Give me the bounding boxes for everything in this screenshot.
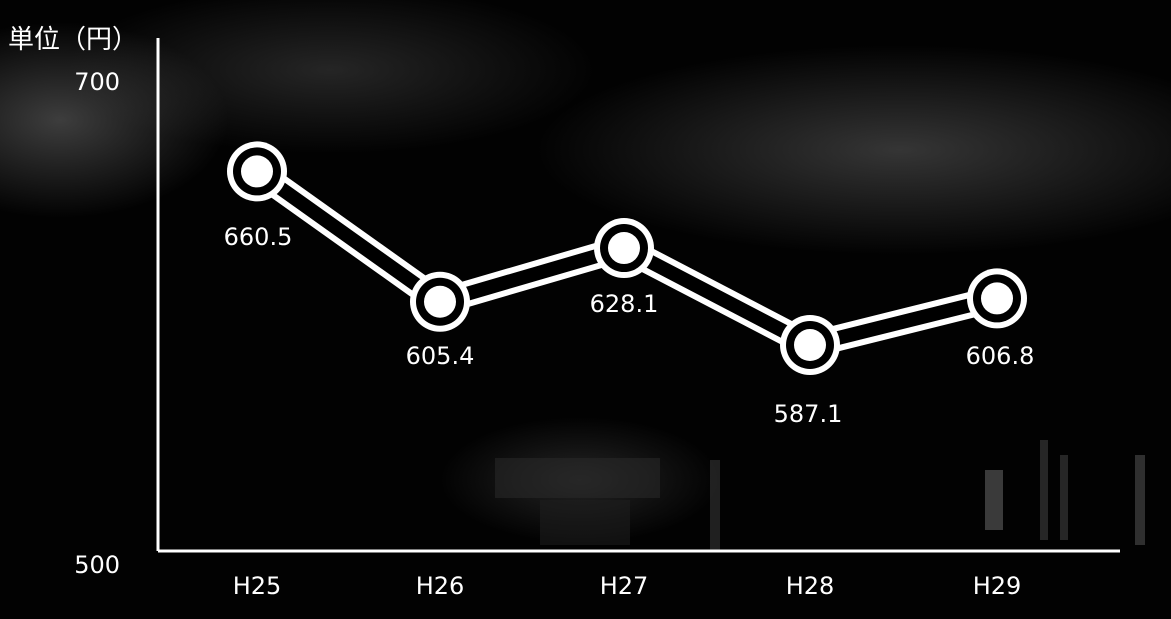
x-tick-label-H27: H27: [600, 572, 649, 600]
y-tick-label-top: 700: [74, 68, 120, 96]
data-label-H26: 605.4: [406, 342, 475, 370]
data-label-H28: 587.1: [774, 400, 843, 428]
data-point-H27: [594, 218, 654, 279]
data-label-H29: 606.8: [966, 342, 1035, 370]
y-axis-unit-label: 単位（円）: [8, 25, 138, 55]
x-tick-label-H28: H28: [786, 572, 835, 600]
data-point-H25: [227, 141, 287, 202]
x-tick-label-H25: H25: [233, 572, 282, 600]
series-layer: [227, 141, 1027, 376]
labels-layer: 660.5 605.4 628.1 587.1 606.8 H25 H26 H27 H28 H29: [224, 223, 1035, 600]
y-tick-label-bottom: 500: [74, 551, 120, 579]
data-label-H27: 628.1: [590, 290, 659, 318]
data-point-H26: [410, 271, 470, 332]
data-label-H25: 660.5: [224, 223, 293, 251]
background-decoration: [495, 440, 1145, 550]
data-point-H29: [967, 268, 1027, 329]
x-tick-label-H29: H29: [973, 572, 1022, 600]
data-point-H28: [780, 315, 840, 376]
x-tick-label-H26: H26: [416, 572, 465, 600]
